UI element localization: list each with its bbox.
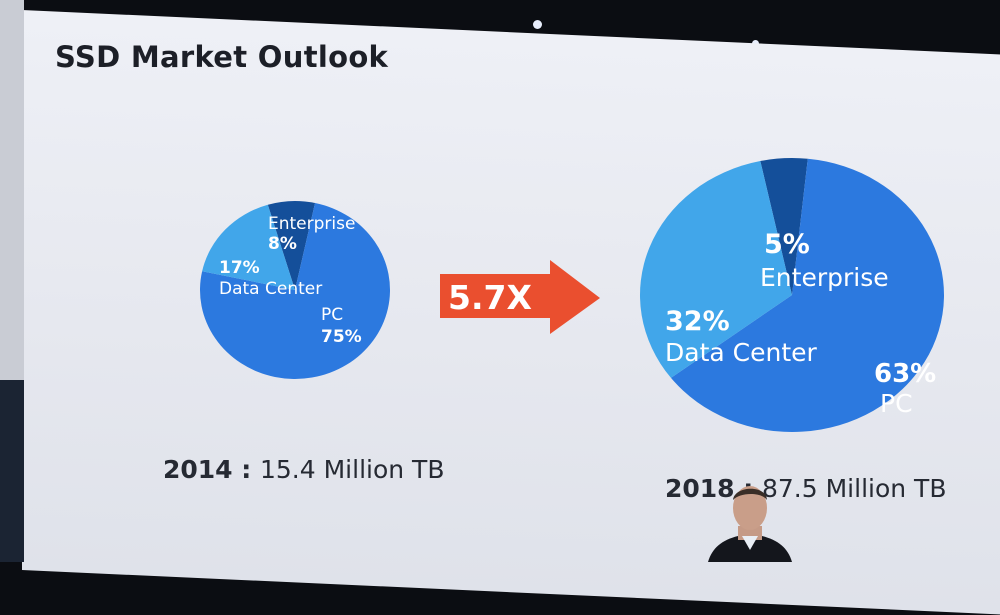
pie-slice-enterprise — [760, 157, 808, 295]
total-2014: 15.4 Million TB — [260, 455, 445, 484]
slide-title: SSD Market Outlook — [55, 40, 389, 74]
pie-slice-pc — [200, 203, 391, 379]
year-2018: 2018 — [665, 474, 735, 503]
slice-value-data-center: 32% — [665, 306, 730, 337]
growth-arrow — [440, 260, 600, 334]
pie-slice-enterprise — [267, 200, 316, 290]
slice-value-data-center: 17% — [219, 258, 260, 278]
slice-value-enterprise: 8% — [268, 234, 297, 254]
slice-value-enterprise: 5% — [764, 229, 810, 260]
pie-chart-2014: Enterprise 8% 17% Data Center PC 75% — [200, 200, 391, 379]
stage-light — [533, 20, 542, 29]
pie-slice-data-center — [202, 204, 295, 290]
slice-label-pc: PC — [321, 305, 343, 325]
screen-left-edge — [0, 0, 24, 562]
slice-value-pc: 75% — [321, 327, 362, 347]
slice-label-pc: PC — [880, 389, 913, 418]
slice-label-enterprise: Enterprise — [268, 214, 355, 234]
pie-slice-data-center — [640, 161, 792, 378]
pie-chart-2018: 5% Enterprise 32% Data Center 63% PC — [640, 157, 945, 432]
pie-slice-pc — [670, 158, 945, 432]
total-2018: 87.5 Million TB — [762, 474, 947, 503]
year-2014: 2014 — [163, 455, 233, 484]
speaker-silhouette — [708, 486, 792, 562]
caption-2014: 2014 : 15.4 Million TB — [163, 455, 445, 484]
slice-value-pc: 63% — [874, 359, 936, 389]
slice-label-data-center: Data Center — [219, 279, 322, 299]
growth-label: 5.7X — [448, 278, 532, 317]
slice-label-data-center: Data Center — [665, 338, 818, 367]
slice-label-enterprise: Enterprise — [760, 263, 889, 292]
